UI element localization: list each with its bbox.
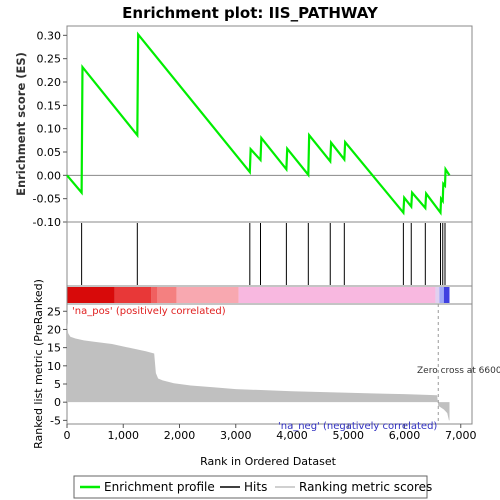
metric-ytick-label: 25 [47, 305, 61, 318]
legend-label-hits: Hits [244, 480, 267, 494]
metric-xtick-label: 5,000 [333, 429, 365, 442]
es-panel: -0.10 -0.05 0.00 0.05 0.10 0.15 0.20 0.25 0.30 E… [14, 25, 473, 229]
pos-annotation: 'na_pos' (positively correlated) [72, 306, 226, 317]
es-ytick-label: 0.00 [37, 169, 62, 182]
es-ytick-label: 0.15 [37, 99, 62, 112]
neg-annotation: 'na_neg' (negatively correlated) [278, 421, 437, 432]
metric-ytick-label: 20 [47, 323, 61, 336]
heatmap-segment [176, 287, 239, 303]
es-ytick-label: -0.05 [33, 193, 61, 206]
heatmap-segment [439, 287, 444, 303]
es-ytick-label: 0.10 [37, 123, 62, 136]
metric-ytick-label: 5 [54, 378, 61, 391]
heatmap-segment [67, 287, 115, 303]
heatmap-segment [157, 287, 177, 303]
metric-ytick-label: 15 [47, 342, 61, 355]
heatmap-segment [114, 287, 152, 303]
metric-xtick-label: 4,000 [276, 429, 308, 442]
es-ytick-label: 0.30 [37, 29, 62, 42]
metric-xtick-label: 6,000 [389, 429, 421, 442]
metric-ytick-label: 10 [47, 360, 61, 373]
es-ytick-label: 0.20 [37, 76, 62, 89]
es-ytick-label: 0.25 [37, 53, 62, 66]
heatmap-segment [238, 287, 436, 303]
es-profile-line [66, 31, 451, 216]
es-ytick-label: 0.05 [37, 146, 62, 159]
es-plot-area [66, 25, 473, 223]
legend-frame [73, 475, 428, 499]
metric-xlabel: Rank in Ordered Dataset [200, 455, 337, 468]
metric-xtick-label: 1,000 [108, 429, 140, 442]
metric-xtick-label: 7,000 [445, 429, 477, 442]
legend-label-metric: Ranking metric scores [299, 480, 432, 494]
chart-title: Enrichment plot: IIS_PATHWAY [122, 4, 379, 22]
metric-xtick-label: 0 [64, 429, 71, 442]
hits-panel [66, 221, 473, 287]
heatmap-segment [443, 287, 450, 303]
metric-ytick-label: 0 [54, 396, 61, 409]
heatmap-segment [151, 287, 157, 303]
legend: Enrichment profile Hits Ranking metric s… [73, 475, 432, 499]
metric-xtick-label: 3,000 [220, 429, 252, 442]
metric-ylabel: Ranked list metric (PreRanked) [32, 279, 45, 449]
metric-area [67, 322, 450, 421]
es-ytick-label: -0.10 [33, 216, 61, 229]
heatmap-bar-panel [66, 285, 473, 305]
legend-label-enrichment: Enrichment profile [104, 480, 215, 494]
hits-plot-area [66, 221, 473, 287]
metric-xtick-label: 2,000 [164, 429, 196, 442]
es-ylabel: Enrichment score (ES) [14, 52, 28, 196]
zero-cross-annotation: Zero cross at 6600 [417, 366, 500, 376]
heatmap-segment [435, 287, 440, 303]
metric-ytick-label: -5 [50, 414, 61, 427]
